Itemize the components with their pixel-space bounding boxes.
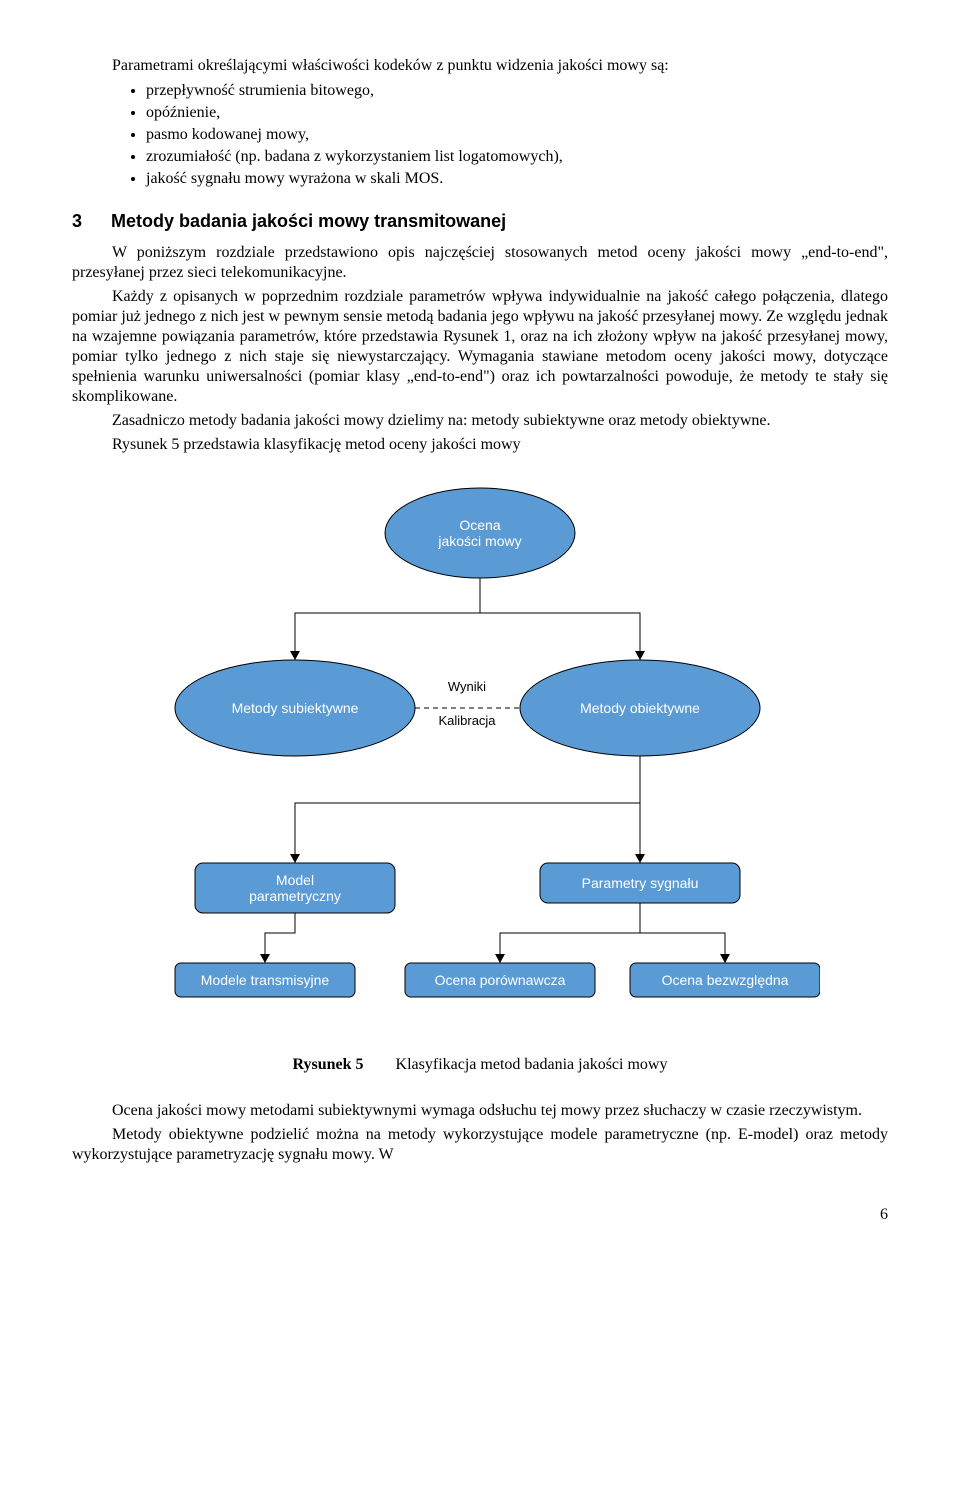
intro-lead: Parametrami określającymi właściwości ko… [72, 56, 888, 76]
svg-text:Wyniki: Wyniki [448, 679, 486, 694]
svg-text:Metody obiektywne: Metody obiektywne [580, 699, 700, 715]
svg-text:Kalibracja: Kalibracja [438, 713, 496, 728]
svg-text:parametryczny: parametryczny [249, 887, 341, 903]
figure-caption: Rysunek 5 Klasyfikacja metod badania jak… [72, 1055, 888, 1075]
section-p1: W poniższym rozdziale przedstawiono opis… [72, 243, 888, 283]
bullet-item: zrozumiałość (np. badana z wykorzystanie… [146, 146, 888, 168]
caption-text: Klasyfikacja metod badania jakości mowy [396, 1056, 668, 1073]
bullet-item: pasmo kodowanej mowy, [146, 124, 888, 146]
caption-bold: Rysunek 5 [293, 1056, 364, 1073]
figure-wrap: Wyniki Kalibracja Ocenajakości mowy Metody … [72, 473, 888, 1033]
page-number: 6 [72, 1205, 888, 1225]
svg-text:Model: Model [276, 871, 314, 887]
closing-p1: Ocena jakości mowy metodami subiektywnym… [72, 1101, 888, 1121]
svg-text:Ocena bezwzględna: Ocena bezwzględna [662, 971, 789, 987]
section-heading: 3 Metody badania jakości mowy transmitow… [72, 210, 888, 233]
section-p2: Każdy z opisanych w poprzednim rozdziale… [72, 287, 888, 407]
figure-svg: Wyniki Kalibracja Ocenajakości mowy Metody … [140, 473, 820, 1033]
bullet-item: jakość sygnału mowy wyrażona w skali MOS… [146, 168, 888, 190]
intro-bullet-list: przepływność strumienia bitowego, opóźni… [72, 80, 888, 190]
closing-p2: Metody obiektywne podzielić można na met… [72, 1125, 888, 1165]
svg-text:Ocena: Ocena [459, 516, 500, 532]
section-p4: Rysunek 5 przedstawia klasyfikację metod… [72, 435, 888, 455]
svg-text:Parametry sygnału: Parametry sygnału [582, 874, 699, 890]
section-number: 3 [72, 210, 106, 233]
section-p3: Zasadniczo metody badania jakości mowy d… [72, 411, 888, 431]
bullet-item: przepływność strumienia bitowego, [146, 80, 888, 102]
section-title: Metody badania jakości mowy transmitowan… [111, 211, 506, 231]
svg-text:Ocena porównawcza: Ocena porównawcza [435, 971, 566, 987]
bullet-item: opóźnienie, [146, 102, 888, 124]
svg-text:Metody subiektywne: Metody subiektywne [232, 699, 359, 715]
svg-text:jakości mowy: jakości mowy [437, 532, 521, 548]
svg-text:Modele transmisyjne: Modele transmisyjne [201, 971, 330, 987]
